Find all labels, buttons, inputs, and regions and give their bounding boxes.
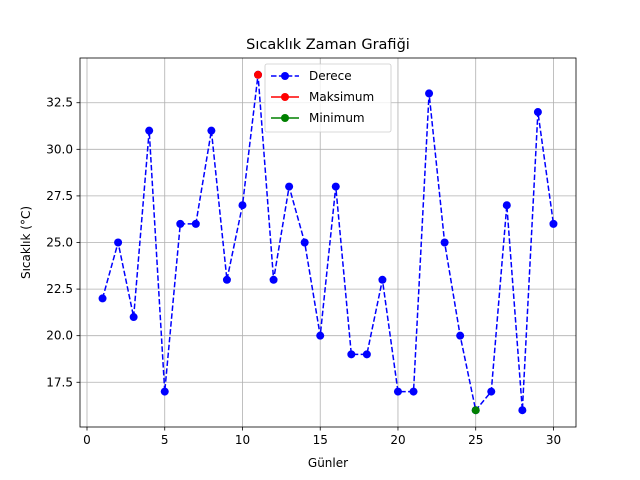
legend-label: Derece xyxy=(309,69,352,83)
data-point xyxy=(238,201,247,210)
series-maksimum xyxy=(254,70,263,79)
data-point xyxy=(145,126,154,135)
x-tick-label: 5 xyxy=(161,433,169,447)
data-point xyxy=(222,275,231,284)
data-point xyxy=(347,350,356,359)
data-point xyxy=(409,387,418,396)
data-point xyxy=(456,331,465,340)
data-point xyxy=(129,313,138,322)
data-point xyxy=(300,238,309,247)
legend-label: Maksimum xyxy=(309,90,374,104)
y-tick-label: 17.5 xyxy=(46,375,73,389)
y-tick-label: 30.0 xyxy=(46,142,73,156)
data-point xyxy=(549,219,558,228)
data-point xyxy=(518,406,527,415)
data-point xyxy=(114,238,123,247)
y-tick-label: 25.0 xyxy=(46,236,73,250)
data-point xyxy=(191,219,200,228)
data-point xyxy=(254,70,263,79)
data-point xyxy=(440,238,449,247)
legend-frame xyxy=(264,63,392,133)
series-layer xyxy=(98,70,558,415)
legend-label: Minimum xyxy=(309,111,365,125)
x-tick-label: 20 xyxy=(390,433,405,447)
data-point xyxy=(425,89,434,98)
x-tick-label: 0 xyxy=(83,433,91,447)
data-point xyxy=(502,201,511,210)
x-tick-label: 30 xyxy=(546,433,561,447)
data-point xyxy=(393,387,402,396)
y-tick-label: 20.0 xyxy=(46,329,73,343)
y-tick-label: 32.5 xyxy=(46,96,73,110)
data-point xyxy=(160,387,169,396)
data-point xyxy=(533,108,542,117)
legend-item: Minimum xyxy=(271,111,365,125)
series-derece xyxy=(98,70,558,415)
legend-item: Derece xyxy=(271,69,352,83)
legend-marker xyxy=(281,114,289,122)
legend-item: Maksimum xyxy=(271,90,374,104)
x-tick-label: 10 xyxy=(235,433,250,447)
data-point xyxy=(285,182,294,191)
tick-layer: 0 5 10 15 20 25 30 17.5 20.0 22.5 25.0 27.5 30.0 32.5 xyxy=(46,96,561,447)
legend: Derece Maksimum Minimum xyxy=(264,63,392,133)
y-tick-label: 22.5 xyxy=(46,282,73,296)
x-axis-title: Günler xyxy=(308,456,348,470)
x-tick-label: 15 xyxy=(313,433,328,447)
y-tick-label: 27.5 xyxy=(46,189,73,203)
legend-marker xyxy=(281,93,289,101)
legend-marker xyxy=(281,72,289,80)
data-point xyxy=(316,331,325,340)
series-minimum xyxy=(471,406,480,415)
data-point xyxy=(98,294,107,303)
data-point xyxy=(378,275,387,284)
data-point xyxy=(487,387,496,396)
data-point xyxy=(362,350,371,359)
y-axis-title: Sıcaklık (°C) xyxy=(19,206,33,279)
data-point xyxy=(269,275,278,284)
data-point xyxy=(207,126,216,135)
data-point xyxy=(471,406,480,415)
series-line xyxy=(101,74,555,412)
data-point xyxy=(176,219,185,228)
data-point xyxy=(331,182,340,191)
chart-title: Sıcaklık Zaman Grafiği xyxy=(246,37,410,53)
x-tick-label: 25 xyxy=(468,433,483,447)
